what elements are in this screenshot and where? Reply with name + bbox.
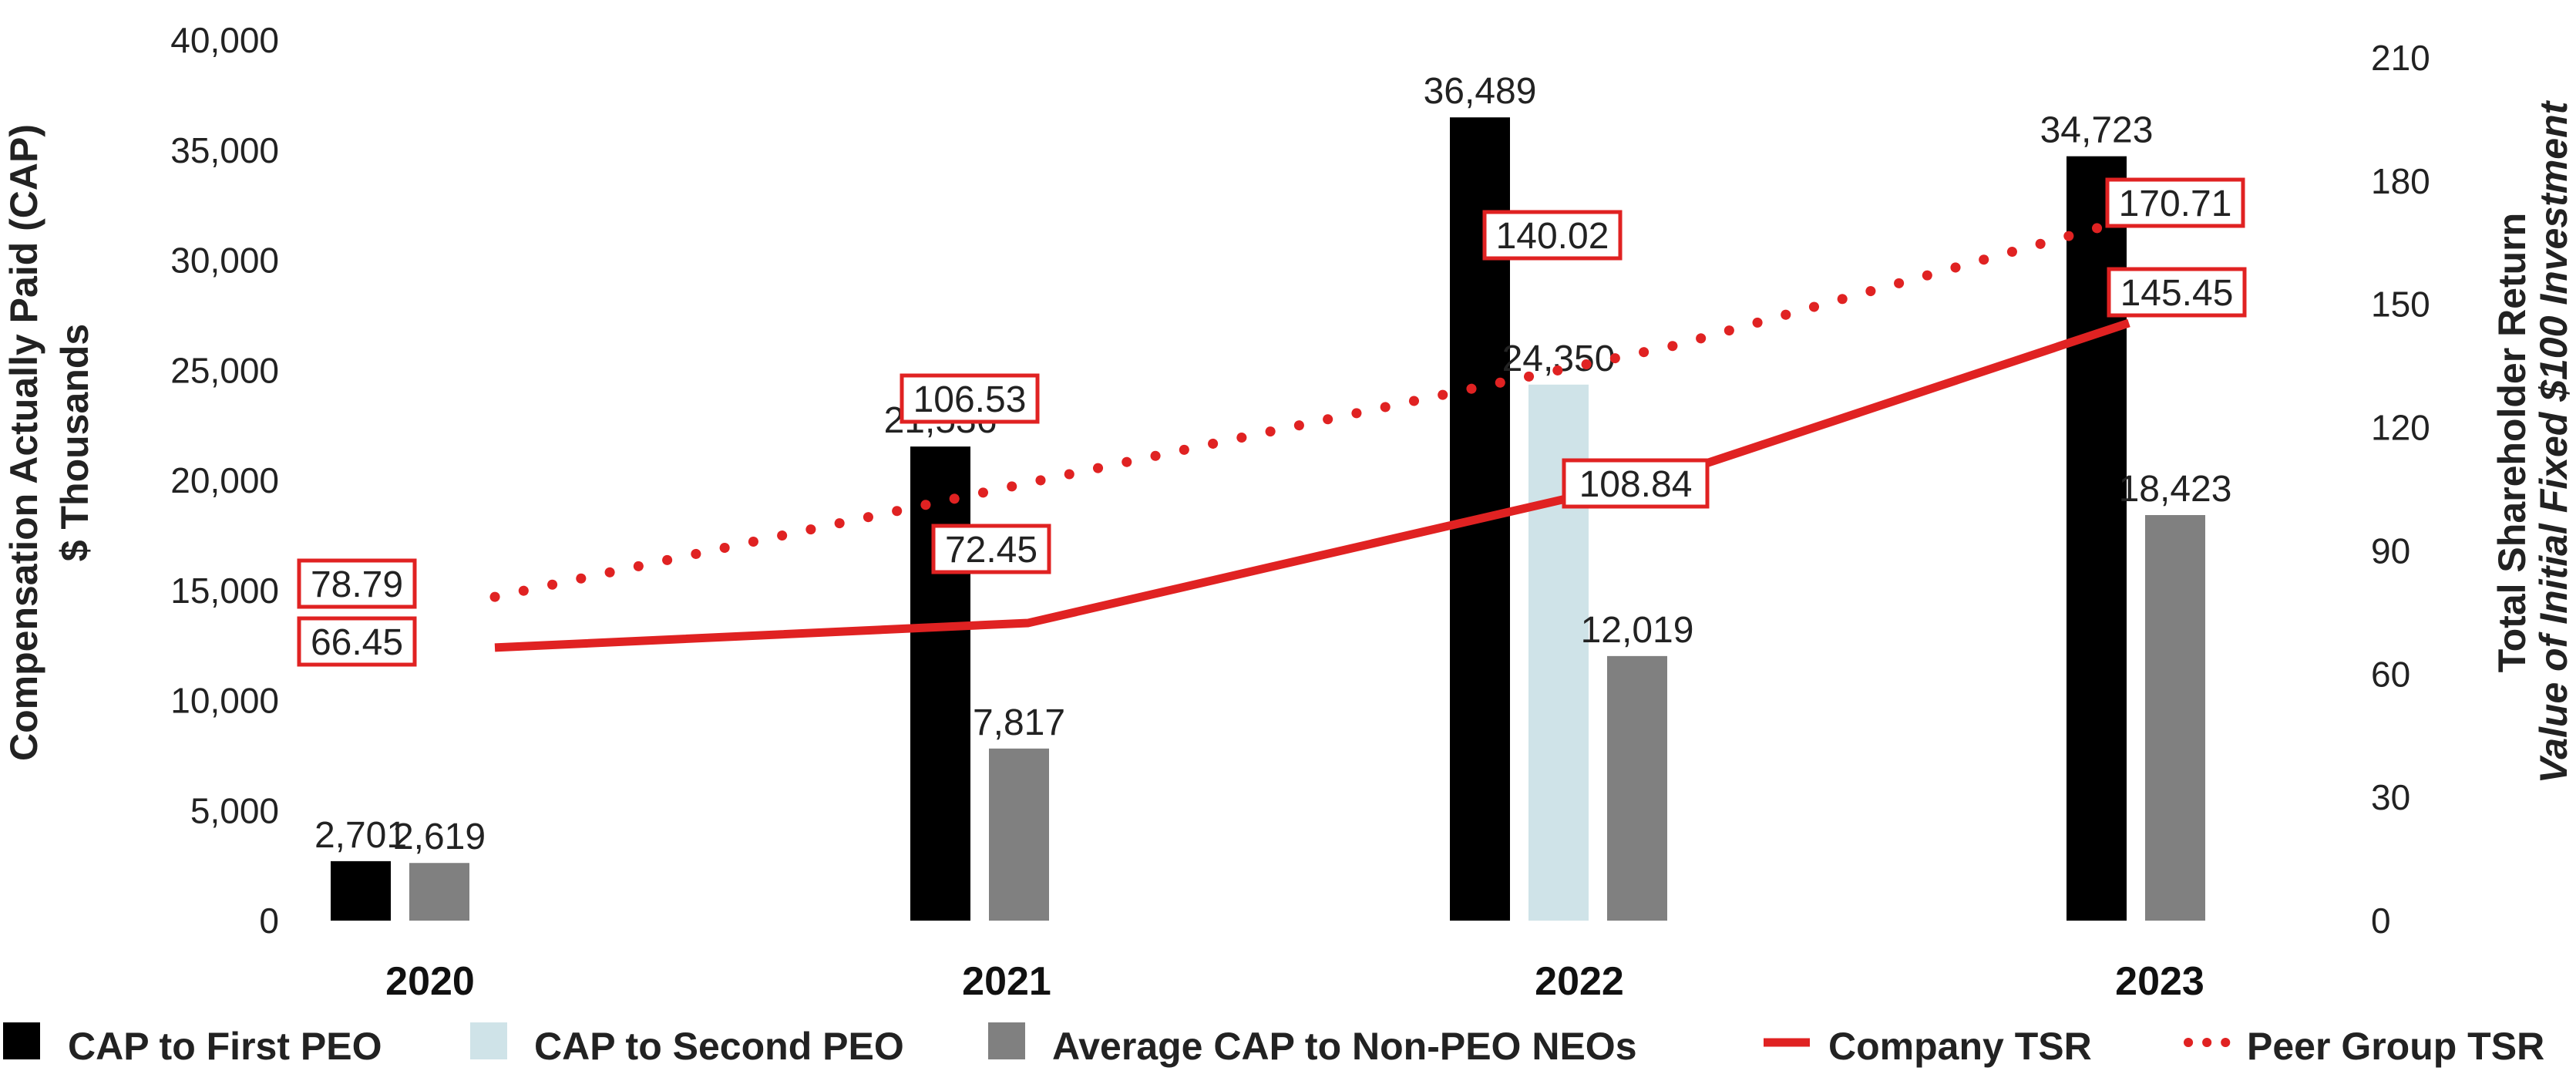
right-axis-tick-label: 30 (2371, 777, 2410, 817)
tsr-value-label: 108.84 (1579, 464, 1693, 505)
bar-value-label: 7,817 (973, 702, 1065, 743)
tsr-value-label: 78.79 (311, 564, 403, 605)
tsr-box-frame (297, 558, 417, 609)
tsr-value-label: 140.02 (1496, 216, 1609, 257)
bar-cap-to-first-peo-2021 (910, 446, 970, 921)
legend-item: CAP to Second PEO (470, 1022, 904, 1068)
peer-group-tsr-line (489, 214, 2134, 602)
company-tsr-line (494, 318, 2130, 652)
tsr-value-box: 66.45 (297, 616, 417, 667)
legend-label: Company TSR (1828, 1025, 2092, 1068)
tsr-value-label: 106.53 (913, 379, 1027, 420)
bar-average-cap-to-non-peo-neos-2022 (1607, 655, 1667, 921)
x-category-label: 2022 (1535, 959, 1624, 1004)
tsr-value-box: 78.79 (297, 558, 417, 609)
right-axis-tick-label: 120 (2371, 408, 2430, 448)
tsr-value-box: 106.53 (900, 373, 1040, 424)
x-category-label: 2020 (385, 959, 475, 1004)
x-axis-categories: 2020 2021 2022 2023 (385, 959, 2204, 1004)
legend-swatch (470, 1022, 507, 1059)
left-axis-tick-label: 35,000 (170, 130, 279, 170)
right-axis-tick-label: 150 (2371, 285, 2430, 325)
left-axis-ticks: 0 5,000 10,000 15,000 20,000 25,000 30,000 35,0… (170, 20, 279, 941)
right-axis-tick-label: 180 (2371, 161, 2430, 201)
tsr-value-box: 170.71 (2105, 177, 2245, 228)
legend-item: Average CAP to Non-PEO NEOs (988, 1022, 1637, 1068)
legend-item: CAP to First PEO (3, 1022, 382, 1068)
legend-item: Company TSR (1764, 1025, 2092, 1068)
bar-average-cap-to-non-peo-neos-2021 (989, 748, 1049, 921)
tsr-box-frame (900, 373, 1040, 424)
bar-value-label: 2,701 (314, 815, 407, 856)
left-axis-tick-label: 15,000 (170, 571, 279, 611)
left-axis-tick-label: 10,000 (170, 681, 279, 721)
right-axis-title-line1: Total Shareholder Return (2490, 213, 2534, 672)
tsr-box-frame (1562, 458, 1710, 509)
bar-value-label: 12,019 (1581, 610, 1694, 651)
legend-swatch (3, 1022, 40, 1059)
right-axis-tick-label: 210 (2371, 38, 2430, 78)
left-axis-tick-label: 25,000 (170, 350, 279, 390)
right-axis-tick-label: 60 (2371, 654, 2410, 694)
x-category-label: 2023 (2115, 959, 2204, 1004)
bar-average-cap-to-non-peo-neos-2023 (2145, 515, 2205, 921)
left-axis-title-line1: Compensation Actually Paid (CAP) (2, 124, 45, 761)
tsr-box-frame (931, 524, 1051, 574)
bar-value-label: 34,723 (2040, 110, 2154, 151)
bar-series: 2,7012,61921,5367,81736,48924,35012,0193… (314, 71, 2231, 921)
tsr-box-frame (297, 616, 417, 667)
tsr-lines: 66.45 72.45 108.84 145.45 78.79 106.53 140.02 1… (297, 177, 2247, 667)
legend-label: Average CAP to Non-PEO NEOs (1052, 1025, 1637, 1068)
legend-label: CAP to First PEO (68, 1025, 382, 1068)
legend-label: Peer Group TSR (2247, 1025, 2544, 1068)
tsr-box-frame (2107, 267, 2247, 318)
right-axis-tick-label: 0 (2371, 901, 2391, 941)
right-axis-title-line2: Value of Initial Fixed $100 Investment (2532, 99, 2575, 783)
tsr-value-label: 170.71 (2119, 184, 2232, 224)
tsr-box-frame (2105, 177, 2245, 228)
right-axis-ticks: 0 30 60 90 120 150 180 210 (2371, 38, 2430, 941)
left-axis-title-line2: $ Thousands (53, 324, 96, 561)
legend: CAP to First PEO CAP to Second PEO Average… (3, 1022, 2544, 1068)
legend-label: CAP to Second PEO (534, 1025, 904, 1068)
bar-average-cap-to-non-peo-neos-2020 (409, 863, 469, 921)
left-axis-tick-label: 5,000 (190, 790, 279, 830)
bar-value-label: 36,489 (1424, 71, 1537, 112)
legend-item: Peer Group TSR (2184, 1025, 2544, 1068)
tsr-value-box: 140.02 (1482, 210, 1623, 261)
left-axis-tick-label: 40,000 (170, 20, 279, 60)
bar-cap-to-first-peo-2020 (331, 860, 391, 921)
tsr-value-box: 145.45 (2107, 267, 2247, 318)
tsr-value-label: 66.45 (311, 622, 403, 663)
left-axis-tick-label: 0 (259, 901, 279, 941)
tsr-value-label: 145.45 (2120, 273, 2234, 314)
bar-value-label: 18,423 (2119, 469, 2232, 510)
tsr-value-label: 72.45 (945, 530, 1037, 571)
left-axis-tick-label: 30,000 (170, 241, 279, 281)
tsr-box-frame (1482, 210, 1623, 261)
legend-swatch (988, 1022, 1025, 1059)
axis-titles: Compensation Actually Paid (CAP) $ Thous… (2, 99, 2575, 783)
right-axis-tick-label: 90 (2371, 530, 2410, 571)
left-axis-tick-label: 20,000 (170, 460, 279, 500)
x-category-label: 2021 (962, 959, 1051, 1004)
tsr-value-box: 72.45 (931, 524, 1051, 574)
bar-value-label: 2,619 (393, 817, 486, 857)
tsr-value-box: 108.84 (1562, 458, 1710, 509)
